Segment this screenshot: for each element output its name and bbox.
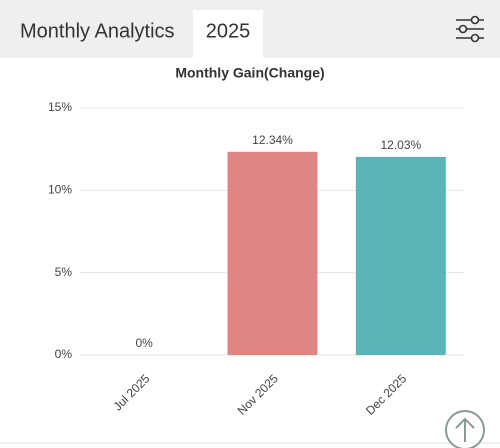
y-tick-label: 15%: [48, 100, 72, 114]
x-tick-label: Jul 2025: [111, 371, 153, 413]
value-label: 12.34%: [252, 133, 293, 147]
x-tick-label: Dec 2025: [363, 371, 409, 417]
plot: 0% 5% 10% 15% Jul 2025 0% Nov 2025 12.34% Dec 20…: [48, 100, 465, 418]
scroll-top-button[interactable]: [445, 410, 485, 448]
x-tick-label: Nov 2025: [235, 371, 281, 417]
bar: [227, 151, 318, 355]
year-tab[interactable]: [193, 10, 263, 58]
value-label: 0%: [135, 336, 153, 350]
filter-icon[interactable]: [456, 15, 484, 43]
value-label: 12.03%: [380, 138, 421, 152]
chart-title: Monthly Gain(Change): [175, 65, 324, 81]
y-tick-label: 5%: [55, 265, 73, 279]
y-tick-label: 10%: [48, 183, 72, 197]
bar: [355, 156, 446, 355]
y-tick-label: 0%: [55, 347, 73, 361]
year-tab-label[interactable]: 2025: [206, 20, 251, 42]
header-title: Monthly Analytics: [20, 20, 175, 42]
